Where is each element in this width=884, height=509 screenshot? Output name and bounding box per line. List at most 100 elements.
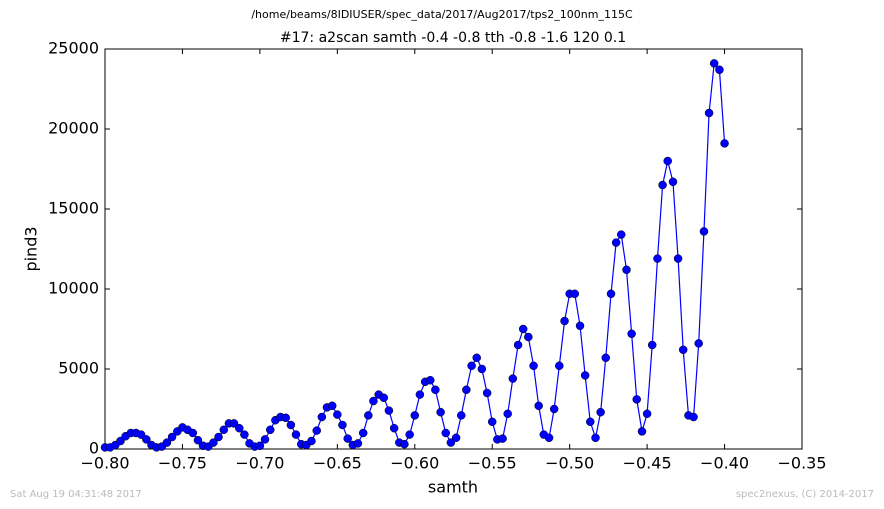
data-point <box>586 417 595 427</box>
data-point <box>524 332 533 342</box>
data-point <box>534 401 543 411</box>
data-point <box>255 441 265 451</box>
plot-frame <box>104 48 803 450</box>
data-point <box>219 425 229 435</box>
data-point <box>436 407 445 417</box>
data-point <box>389 423 399 433</box>
data-point <box>162 438 172 447</box>
y-axis-label: pind3 <box>22 226 41 271</box>
data-point <box>689 412 698 422</box>
data-point <box>658 180 667 190</box>
data-point <box>358 428 368 438</box>
data-point <box>699 227 709 236</box>
data-point <box>570 289 580 299</box>
data-point <box>281 413 291 423</box>
data-point <box>193 435 203 445</box>
data-point <box>673 254 683 263</box>
data-point <box>307 436 316 446</box>
x-tick-label: −0.65 <box>313 454 362 473</box>
data-point <box>518 324 528 334</box>
data-point <box>715 65 724 75</box>
data-point <box>709 59 719 68</box>
data-point <box>379 393 389 403</box>
y-tick-label: 25000 <box>48 39 99 58</box>
data-point <box>544 433 554 443</box>
data-point <box>668 177 678 187</box>
data-point <box>616 230 626 239</box>
data-point <box>188 428 198 438</box>
data-point <box>343 434 352 443</box>
data-point <box>410 411 420 420</box>
data-point <box>472 353 481 363</box>
data-point <box>513 340 523 350</box>
data-point <box>446 438 456 447</box>
data-point <box>694 339 703 348</box>
data-point <box>601 353 611 363</box>
x-tick-label: −0.40 <box>700 454 749 473</box>
data-point <box>678 345 688 355</box>
y-tick-label: 10000 <box>48 279 99 298</box>
data-point <box>477 364 487 374</box>
data-point <box>637 427 647 436</box>
data-point <box>260 435 270 444</box>
data-point <box>317 412 327 422</box>
x-tick-label: −0.75 <box>158 454 207 473</box>
data-point <box>451 433 461 443</box>
data-point <box>611 238 621 247</box>
data-point <box>456 411 466 420</box>
data-point <box>441 428 451 438</box>
data-point <box>591 433 600 443</box>
data-point <box>642 409 652 419</box>
data-point <box>482 388 492 398</box>
x-tick-label: −0.50 <box>545 454 594 473</box>
data-point <box>384 406 394 415</box>
data-point <box>663 156 672 166</box>
x-tick-label: −0.70 <box>235 454 284 473</box>
data-point <box>327 401 337 411</box>
x-axis-label: samth <box>428 478 478 497</box>
data-point <box>369 396 378 406</box>
data-point <box>229 419 239 428</box>
x-tick-label: −0.45 <box>623 454 672 473</box>
data-point <box>353 439 363 448</box>
chart-title: #17: a2scan samth -0.4 -0.8 tth -0.8 -1.… <box>280 30 626 46</box>
data-point <box>240 430 249 439</box>
data-point <box>575 321 585 331</box>
x-tick-label: −0.35 <box>777 454 826 473</box>
footer-credit: spec2nexus, (C) 2014-2017 <box>736 489 874 500</box>
data-point <box>549 404 559 414</box>
data-point <box>136 430 146 439</box>
data-point <box>529 361 538 371</box>
data-point <box>462 385 471 395</box>
x-tick-label: −0.80 <box>80 454 129 473</box>
data-point <box>503 409 512 419</box>
data-point <box>400 439 409 449</box>
data-point <box>235 423 244 433</box>
data-point <box>209 438 218 447</box>
x-tick-label: −0.60 <box>390 454 439 473</box>
data-point <box>467 361 476 371</box>
data-point <box>142 435 151 444</box>
chart-header: /home/beams/8IDIUSER/spec_data/2017/Aug2… <box>251 8 633 21</box>
data-point <box>338 420 347 430</box>
data-point <box>333 410 342 419</box>
data-point <box>720 139 729 148</box>
data-point <box>653 254 662 263</box>
data-point <box>560 316 569 326</box>
data-point <box>286 420 296 430</box>
data-point <box>487 417 497 427</box>
data-point <box>498 434 507 443</box>
data-point <box>312 426 321 435</box>
data-point <box>647 340 657 350</box>
data-point <box>606 289 616 299</box>
data-point <box>364 411 373 420</box>
data-point <box>167 432 177 442</box>
data-point <box>266 425 275 435</box>
data-point <box>555 361 564 371</box>
data-point <box>580 371 590 380</box>
y-tick-label: 0 <box>89 439 99 458</box>
y-tick-label: 20000 <box>48 119 99 138</box>
